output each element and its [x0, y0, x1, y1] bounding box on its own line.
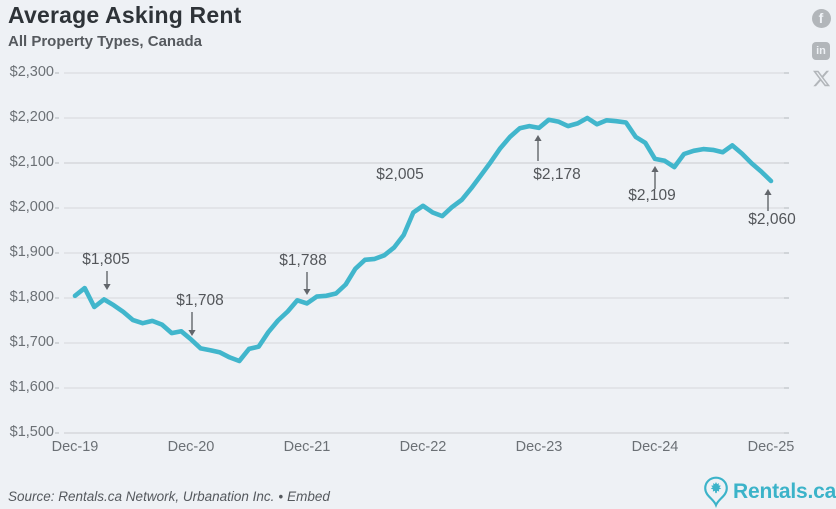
value-annotation: $1,708 [176, 292, 224, 309]
y-axis-label: $1,500 [9, 424, 54, 440]
x-axis-label: Dec-21 [283, 439, 331, 455]
map-pin-maple-leaf-icon [704, 476, 728, 508]
value-annotation: $2,109 [628, 187, 676, 204]
source-text: Source: Rentals.ca Network, Urbanation I… [8, 489, 275, 504]
source-line: Source: Rentals.ca Network, Urbanation I… [8, 489, 330, 504]
page-subtitle: All Property Types, Canada [8, 33, 202, 50]
y-axis-label: $1,600 [9, 379, 54, 395]
y-axis-label: $1,900 [9, 244, 54, 260]
y-axis-label: $2,300 [9, 64, 54, 80]
x-axis-label: Dec-20 [167, 439, 215, 455]
x-share-icon[interactable] [808, 69, 834, 93]
x-axis-label: Dec-24 [631, 439, 679, 455]
x-axis-label: Dec-22 [399, 439, 447, 455]
value-annotation: $2,178 [533, 166, 581, 183]
x-axis-label: Dec-25 [747, 439, 795, 455]
x-axis-label: Dec-23 [515, 439, 563, 455]
source-separator: • [278, 489, 284, 504]
facebook-share-icon[interactable]: f [808, 9, 834, 28]
y-axis-label: $1,800 [9, 289, 54, 305]
facebook-icon: f [811, 9, 831, 28]
logo-text: Rentals.ca [733, 480, 836, 503]
embed-link[interactable]: Embed [287, 489, 330, 504]
value-annotation: $1,805 [82, 251, 130, 268]
x-twitter-icon [812, 70, 830, 87]
page-title: Average Asking Rent [8, 2, 242, 28]
y-axis-label: $2,200 [9, 109, 54, 125]
linkedin-icon: in [812, 42, 830, 60]
value-annotation: $1,788 [279, 252, 327, 269]
linkedin-share-icon[interactable]: in [808, 42, 834, 60]
x-axis-label: Dec-19 [51, 439, 99, 455]
value-annotation: $2,060 [748, 211, 796, 228]
y-axis-label: $2,000 [9, 199, 54, 215]
rentals-ca-logo[interactable]: Rentals.ca [703, 476, 836, 508]
y-axis-label: $1,700 [9, 334, 54, 350]
value-annotation: $2,005 [376, 166, 424, 183]
y-axis-label: $2,100 [9, 154, 54, 170]
